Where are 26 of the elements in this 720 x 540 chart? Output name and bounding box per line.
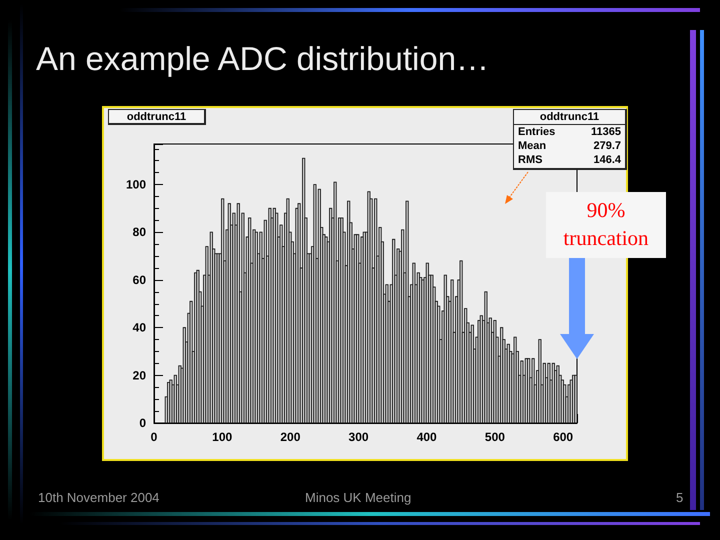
- chart-title: An example ADC distribution…: [36, 40, 490, 78]
- y-tick-label: 0: [139, 416, 146, 430]
- x-tick-label: 0: [150, 430, 158, 444]
- x-tick-label: 500: [484, 430, 506, 444]
- x-tick-label: 100: [212, 430, 233, 444]
- x-tick-label: 600: [553, 430, 574, 444]
- text: 10th November 2004: [38, 490, 160, 505]
- text: oddtrunc11: [108, 109, 206, 125]
- annotation: Mean: [518, 139, 546, 153]
- y-tick-label: 100: [126, 178, 146, 192]
- text: Minos UK Meeting: [305, 490, 412, 505]
- text: Entries: [518, 125, 556, 139]
- y-tick-label: 20: [132, 368, 146, 382]
- text: oddtrunc11: [514, 110, 625, 125]
- text: 279.7: [593, 139, 621, 153]
- y-tick-label: 40: [132, 320, 146, 335]
- text: 146.4: [593, 153, 621, 167]
- y-tick-label: 60: [132, 272, 146, 287]
- x-tick-label: 400: [416, 430, 438, 444]
- x-tick-label: 300: [348, 430, 369, 444]
- text: 11365: [591, 125, 621, 139]
- x-tick-label: 200: [280, 430, 301, 444]
- y-tick-label: 80: [132, 225, 146, 240]
- annotation: RMS: [518, 153, 542, 167]
- text: 5: [676, 490, 684, 505]
- annotation: 90% truncation: [546, 192, 666, 258]
